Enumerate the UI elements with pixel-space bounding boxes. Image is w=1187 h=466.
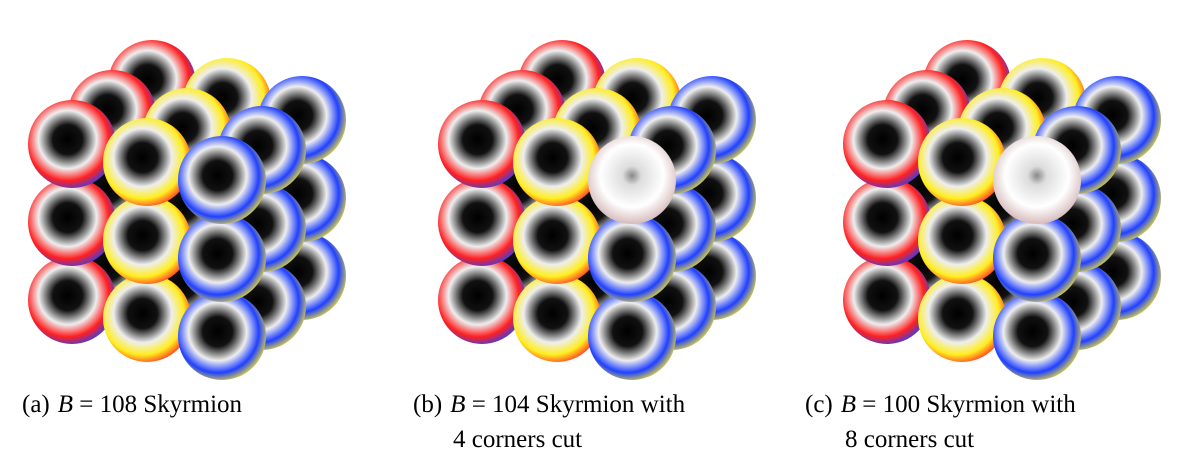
- skyrmion-lobe: [993, 136, 1081, 224]
- skyrmion-lobe: [178, 292, 266, 380]
- skyrmion-lobe: [178, 136, 266, 224]
- caption-symbol: B: [58, 391, 73, 418]
- caption-text: Skyrmion: [143, 391, 242, 418]
- renderings: [0, 0, 1187, 380]
- caption-symbol: B: [841, 391, 856, 418]
- skyrmion-rendering: [438, 40, 756, 380]
- skyrmion-lobe: [993, 292, 1081, 380]
- caption-text: 4 corners cut: [413, 422, 773, 457]
- skyrmion-lobe: [438, 256, 526, 344]
- skyrmion-lobe: [178, 214, 266, 302]
- caption-label: (a): [22, 391, 50, 418]
- skyrmion-lobe: [103, 274, 191, 362]
- caption: (c) B = 100 Skyrmion with 8 corners cut: [805, 387, 1175, 457]
- caption-equation: = 100: [862, 391, 920, 418]
- skyrmion-lobe: [438, 178, 526, 266]
- skyrmion-lobe: [918, 118, 1006, 206]
- caption-text: Skyrmion with: [926, 391, 1075, 418]
- skyrmion-lobe: [843, 178, 931, 266]
- skyrmion-lobe: [513, 274, 601, 362]
- caption-label: (c): [805, 391, 833, 418]
- caption-equation: = 108: [79, 391, 137, 418]
- skyrmion-lobe: [918, 196, 1006, 284]
- skyrmion-lobe: [843, 256, 931, 344]
- skyrmion-lobe: [513, 118, 601, 206]
- caption-equation: = 104: [472, 391, 530, 418]
- figure: (a) B = 108 Skyrmion (b) B = 104 Skyrmion …: [0, 0, 1187, 466]
- skyrmion-lobe: [28, 256, 116, 344]
- skyrmion-lobe: [103, 196, 191, 284]
- skyrmion-lobe: [918, 274, 1006, 362]
- caption-text: 8 corners cut: [805, 422, 1175, 457]
- skyrmion-lobe: [993, 214, 1081, 302]
- skyrmion-lobe: [588, 136, 676, 224]
- skyrmion-lobe: [103, 118, 191, 206]
- caption-label: (b): [413, 391, 442, 418]
- caption-symbol: B: [450, 391, 465, 418]
- skyrmion-lobe: [28, 100, 116, 188]
- skyrmion-rendering: [28, 40, 346, 380]
- skyrmion-lobe: [588, 292, 676, 380]
- skyrmion-lobe: [28, 178, 116, 266]
- caption: (b) B = 104 Skyrmion with 4 corners cut: [413, 387, 773, 457]
- skyrmion-lobe: [438, 100, 526, 188]
- skyrmion-lobe: [588, 214, 676, 302]
- skyrmion-lobe: [513, 196, 601, 284]
- skyrmion-rendering: [843, 40, 1161, 380]
- caption-text: Skyrmion with: [536, 391, 685, 418]
- skyrmion-lobe: [843, 100, 931, 188]
- caption: (a) B = 108 Skyrmion: [22, 387, 352, 422]
